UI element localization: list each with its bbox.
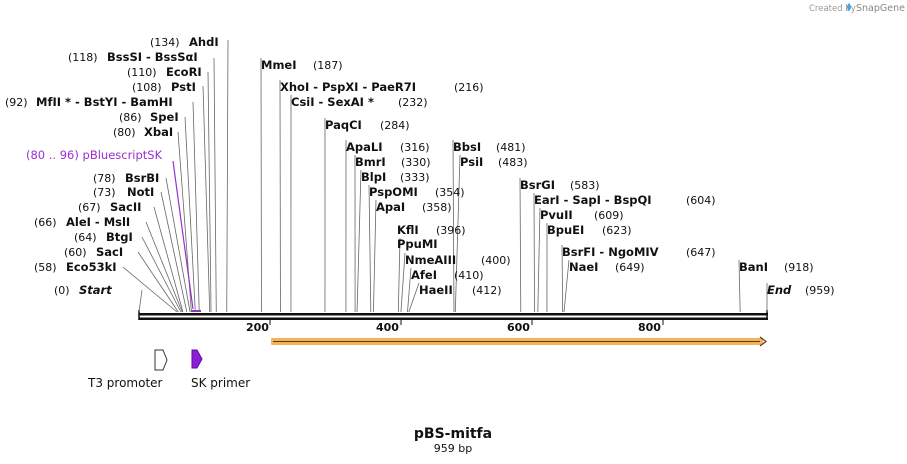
site-line-ppumi — [397, 237, 401, 313]
axis-tick-800: 800 — [638, 320, 664, 334]
site-label-nmeaiii[interactable]: NmeAIII (400) — [405, 249, 511, 268]
credit-prefix: Created by — [809, 4, 856, 14]
site-label-bmri[interactable]: BmrI (330) — [355, 151, 431, 170]
site-label-noti[interactable]: (73) NotI — [93, 181, 154, 200]
site-label-bani[interactable]: BanI (918) — [739, 256, 814, 275]
site-label-csii-group[interactable]: CsiI - SexAI * (232) — [291, 91, 428, 110]
site-label-ahdi[interactable]: (134) AhdI — [150, 31, 219, 50]
site-label-xbai[interactable]: (80) XbaI — [113, 121, 173, 140]
axis-tick-200: 200 — [246, 320, 271, 334]
site-line-mfii — [192, 101, 200, 313]
site-label-start[interactable]: (0) Start — [54, 279, 112, 298]
backbone-bottom-strand — [139, 317, 768, 320]
site-line-naei — [563, 259, 570, 313]
site-line-spei — [184, 116, 196, 313]
site-line-start — [138, 289, 143, 313]
site-label-eari-group[interactable]: EarI - SapI - BspQI (604) — [534, 189, 716, 208]
site-line-noti — [160, 191, 188, 313]
site-line-pvuii — [537, 207, 541, 313]
credit-brand: SnapGene — [856, 3, 905, 14]
site-label-btgi[interactable]: (64) BtgI — [74, 226, 133, 245]
site-label-bpuei[interactable]: BpuEI (623) — [547, 219, 632, 238]
site-line-haeii — [408, 282, 420, 313]
axis-tick-label-200: 200 — [246, 321, 269, 334]
site-label-spei[interactable]: (86) SpeI — [119, 106, 179, 125]
site-label-sacii[interactable]: (67) SacII — [78, 196, 141, 215]
axis-tick-label-400: 400 — [376, 321, 399, 334]
site-line-saci — [137, 251, 179, 313]
site-label-haeii[interactable]: HaeII (412) — [419, 279, 502, 298]
axis-tick-label-800: 800 — [638, 321, 661, 334]
site-label-kfli[interactable]: KflI (396) — [397, 219, 466, 238]
site-line-bsssi — [213, 57, 217, 313]
site-label-bsrgi[interactable]: BsrGI (583) — [520, 174, 600, 193]
site-label-alei[interactable]: (66) AleI - MslI — [34, 211, 130, 230]
site-line-blpi — [356, 169, 362, 313]
site-label-naei[interactable]: NaeI (649) — [569, 256, 645, 275]
site-line-psti — [202, 85, 211, 313]
site-label-pvuii[interactable]: PvuII (609) — [540, 204, 624, 223]
site-label-afei[interactable]: AfeI (410) — [411, 264, 484, 283]
site-line-bbsi — [452, 139, 455, 313]
feature-sk-primer[interactable]: SK primer — [191, 349, 250, 390]
site-label-end[interactable]: End (959) — [767, 279, 835, 298]
site-line-sacii — [153, 206, 184, 313]
site-label-bsrbi[interactable]: (78) BsrBI — [93, 167, 159, 186]
site-label-mmei[interactable]: MmeI (187) — [261, 54, 343, 73]
site-line-bsrfi — [561, 244, 564, 313]
snapgene-logo-icon — [847, 3, 851, 11]
site-line-bani — [738, 259, 741, 313]
map-length: 959 bp — [434, 442, 472, 455]
primer-label-line — [172, 160, 194, 310]
axis-tick-label-600: 600 — [507, 321, 530, 334]
site-line-apai — [373, 199, 377, 313]
site-line-eco53ki — [122, 266, 178, 313]
site-label-pspomi[interactable]: PspOMI (354) — [369, 181, 465, 200]
site-line-btgi — [141, 236, 182, 313]
site-line-alei — [145, 221, 183, 313]
site-label-apai[interactable]: ApaI (358) — [376, 196, 452, 215]
axis-tick-400: 400 — [376, 320, 402, 334]
site-label-ppumi[interactable]: PpuMI — [397, 237, 438, 251]
site-label-blpi[interactable]: BlpI (333) — [361, 166, 430, 185]
primer-binding-mark — [191, 310, 201, 312]
site-label-eco53ki[interactable]: (58) Eco53kI — [34, 256, 117, 275]
site-line-bsrgi — [519, 177, 522, 313]
site-label-paqci[interactable]: PaqCI (284) — [325, 114, 410, 133]
site-label-bbsi[interactable]: BbsI (481) — [453, 136, 526, 155]
orf-arrow[interactable] — [271, 336, 767, 347]
site-line-afei — [407, 267, 412, 313]
site-line-bsrbi — [165, 177, 191, 313]
primer-site-label[interactable]: (80 .. 96) pBluescriptSK — [26, 148, 163, 162]
site-line-pspomi — [368, 184, 372, 313]
axis-tick-600: 600 — [507, 320, 533, 334]
site-label-bsrfi-group[interactable]: BsrFI - NgoMIV (647) — [562, 241, 716, 260]
feature-label-t3-promoter: T3 promoter — [87, 376, 163, 390]
site-line-psii — [454, 154, 461, 313]
site-label-bsssi[interactable]: (118) BssSI - BssSαI — [68, 46, 198, 65]
site-line-ahdi — [226, 39, 229, 313]
site-label-apali[interactable]: ApaLI (316) — [346, 136, 430, 155]
site-label-psti[interactable]: (108) PstI — [132, 76, 196, 95]
map-title: pBS-mitfa — [414, 426, 492, 442]
site-label-bamhi-group[interactable]: (92) MfII * - BstYI - BamHI — [5, 91, 173, 110]
site-connector-lines — [122, 39, 768, 313]
feature-t3-promoter[interactable]: T3 promoter — [87, 349, 168, 390]
site-label-xhoi-group[interactable]: XhoI - PspXI - PaeR7I (216) — [280, 76, 484, 95]
feature-label-sk-primer: SK primer — [191, 376, 250, 390]
site-line-eari — [533, 192, 535, 313]
site-line-ecori — [207, 71, 212, 313]
site-line-nmeaiii — [400, 252, 406, 313]
site-label-ecori[interactable]: (110) EcoRI — [127, 61, 202, 80]
site-label-saci[interactable]: (60) SacI — [64, 241, 123, 260]
backbone-top-strand — [139, 313, 768, 316]
site-label-psii[interactable]: PsiI (483) — [460, 151, 528, 170]
